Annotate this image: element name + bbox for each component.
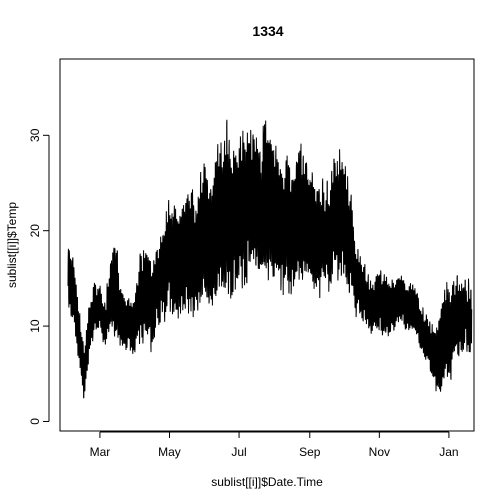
y-tick-label: 0 (28, 418, 42, 425)
x-tick-label: Nov (369, 445, 390, 459)
plot-content (67, 119, 473, 399)
y-tick-label: 10 (28, 319, 42, 333)
y-tick-label: 30 (28, 128, 42, 142)
x-axis-label: sublist[[i]]$Date.Time (211, 475, 323, 489)
x-tick-label: Mar (90, 445, 111, 459)
temperature-series-line (67, 119, 473, 399)
y-axis: 0 10 20 30 (28, 128, 50, 425)
x-tick-label: Jan (439, 445, 458, 459)
x-tick-label: Jul (231, 445, 246, 459)
chart-title: 1334 (252, 23, 283, 39)
y-tick-label: 20 (28, 224, 42, 238)
plot-frame (59, 58, 475, 432)
x-tick-label: Sep (299, 445, 321, 459)
x-axis: Mar May Jul Sep Nov Jan (90, 431, 459, 459)
y-axis-label: sublist[[i]]$Temp (5, 202, 19, 288)
x-tick-label: May (158, 445, 181, 459)
